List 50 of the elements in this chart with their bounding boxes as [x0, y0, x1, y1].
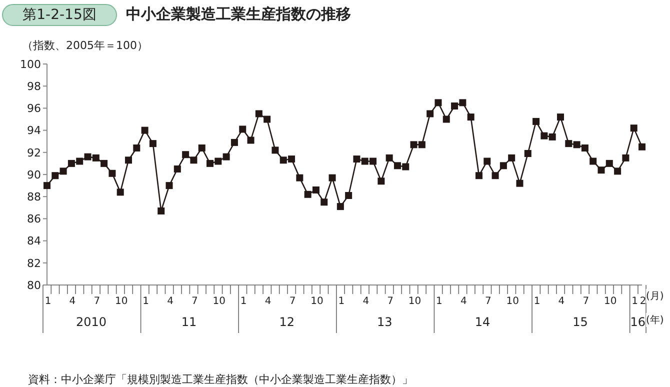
x-tick-label: 1 [436, 296, 442, 307]
label-badge: 第1-2-15図 [2, 4, 117, 26]
text: 13 [377, 315, 392, 329]
x-tick-label: 10 [310, 296, 324, 307]
text: 12 [279, 315, 294, 329]
y-tick-label: 90 [27, 168, 41, 182]
x-tick-label: 1 [632, 296, 638, 307]
text: 14 [474, 315, 490, 329]
x-tick-label: 4 [558, 296, 565, 307]
x-tick-label: 2 [640, 296, 646, 307]
x-tick-label: 1 [142, 296, 149, 307]
y-tick-label: 100 [20, 58, 41, 71]
y-tick-label: 98 [27, 80, 41, 94]
x-tick-label: 4 [460, 296, 467, 307]
y-tick-label: 86 [27, 212, 41, 226]
x-tick-label: 10 [506, 296, 519, 307]
x-tick-label: 7 [582, 296, 590, 307]
x-tick-label: 10 [408, 296, 422, 307]
x-tick-label: 4 [362, 296, 370, 307]
text: (年) [646, 313, 664, 327]
x-tick-label: 1 [338, 296, 345, 307]
x-tick-label: 7 [94, 296, 100, 307]
y-axis-title: （指数、2005年＝100） [22, 38, 148, 53]
y-tick-label: 92 [27, 146, 41, 160]
y-tick-label: 94 [27, 124, 41, 138]
chart-title: 中小企業製造工業生産指数の推移 [126, 5, 351, 24]
y-tick-label: 88 [27, 190, 41, 204]
x-tick-label: 4 [264, 296, 272, 307]
text: 11 [181, 315, 197, 329]
x-tick-label: 1 [44, 296, 52, 307]
x-tick-label: 4 [69, 296, 76, 307]
x-tick-label: 10 [114, 296, 128, 307]
text: 2010 [76, 315, 106, 329]
x-tick-label: 4 [167, 296, 174, 307]
x-tick-label: 7 [192, 296, 198, 307]
x-tick-label: 10 [212, 296, 226, 307]
x-tick-label: 1 [240, 296, 247, 307]
x-tick-label: 7 [387, 296, 394, 307]
y-tick-label: 84 [27, 234, 41, 248]
x-tick-label: 7 [484, 296, 492, 307]
text: 15 [572, 315, 588, 329]
text: 16 [630, 315, 646, 329]
x-tick-label: 7 [289, 296, 296, 307]
text: 資料：中小企業庁「規模別製造工業生産指数（中小企業製造工業生産指数）」 [28, 372, 413, 387]
text: (月) [646, 289, 664, 303]
y-tick-label: 96 [27, 102, 41, 116]
x-tick-label: 10 [604, 296, 617, 307]
y-tick-label: 82 [27, 256, 41, 270]
x-tick-label: 1 [534, 296, 540, 307]
y-tick-label: 80 [27, 278, 41, 292]
